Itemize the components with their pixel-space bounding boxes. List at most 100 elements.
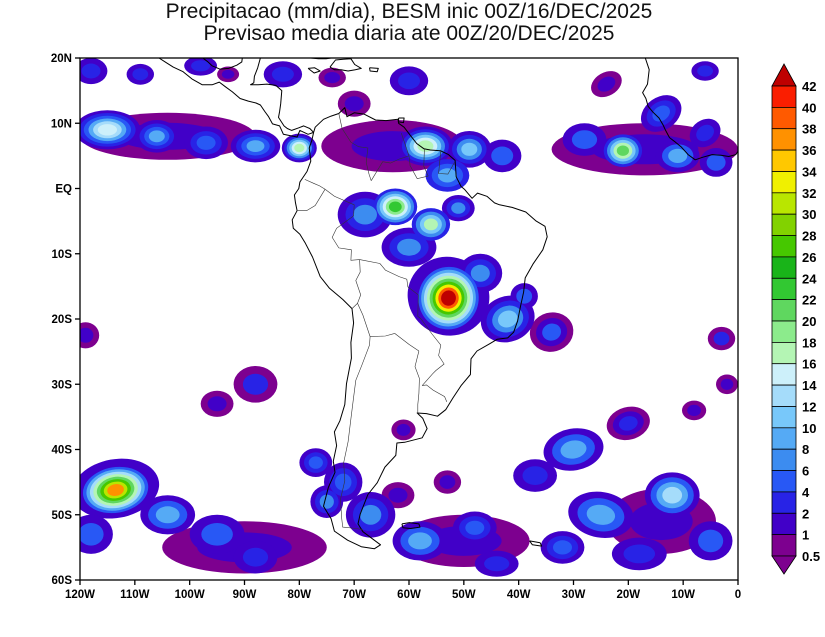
- precip-contour: [319, 494, 334, 509]
- precip-contour: [697, 65, 713, 77]
- colorbar-segment: [771, 406, 797, 429]
- precip-contour: [81, 63, 101, 79]
- precip-contour: [398, 72, 420, 90]
- precip-contour: [652, 105, 670, 122]
- precip-contour: [720, 378, 734, 390]
- country-border: [401, 132, 410, 156]
- precip-contour: [155, 506, 180, 524]
- country-border: [438, 150, 455, 175]
- coastline: [250, 58, 314, 133]
- precip-contour: [668, 148, 688, 163]
- x-axis-label: 40W: [507, 589, 531, 601]
- x-axis-label: 120W: [65, 589, 95, 601]
- colorbar-label: 26: [802, 250, 816, 265]
- precip-contour: [696, 124, 714, 142]
- colorbar-segment: [771, 128, 797, 151]
- colorbar-label: 2: [802, 506, 809, 521]
- precip-contour: [616, 145, 630, 156]
- colorbar-label: 18: [802, 335, 816, 350]
- colorbar-label: 32: [802, 186, 816, 201]
- country-border: [359, 259, 442, 356]
- colorbar-top-arrow: [771, 63, 797, 87]
- country-border: [324, 188, 360, 261]
- precip-contour: [560, 440, 587, 459]
- precip-contour: [597, 76, 616, 92]
- precip-contour: [396, 423, 411, 436]
- colorbar-bottom-arrow: [771, 555, 797, 575]
- precip-contour: [148, 130, 165, 143]
- precip-contour: [618, 416, 638, 431]
- country-border: [414, 350, 420, 414]
- precip-contour: [388, 487, 408, 503]
- y-axis-label: 10S: [52, 249, 73, 261]
- precip-contour: [196, 135, 216, 150]
- precip-contour: [397, 238, 421, 256]
- precip-contour: [359, 504, 382, 525]
- colorbar-label: 28: [802, 229, 816, 244]
- precip-contour: [516, 288, 533, 304]
- precip-contour: [437, 168, 457, 183]
- precip-contour: [713, 331, 730, 346]
- x-axis-label: 60W: [397, 589, 421, 601]
- x-axis-label: 30W: [562, 589, 586, 601]
- colorbar: 4240383634323028262422201816141210864210…: [771, 63, 820, 575]
- precip-contour: [408, 532, 432, 550]
- colorbar-label: 6: [802, 464, 809, 479]
- y-axis-label: 60S: [52, 575, 73, 587]
- colorbar-segment: [771, 107, 797, 130]
- precip-contour: [334, 473, 352, 491]
- y-axis-label: 50S: [52, 510, 73, 522]
- colorbar-segment: [771, 320, 797, 343]
- precip-contour: [439, 475, 456, 489]
- colorbar-segment: [771, 534, 797, 557]
- coastline: [398, 117, 405, 124]
- x-axis-label: 110W: [120, 589, 150, 601]
- precip-contour: [246, 140, 265, 153]
- precip-contour: [242, 547, 269, 567]
- country-border: [297, 189, 326, 211]
- colorbar-segment: [771, 512, 797, 536]
- precip-contour: [97, 124, 117, 136]
- colorbar-segment: [771, 448, 797, 472]
- country-border: [421, 355, 445, 386]
- coastline: [369, 67, 379, 73]
- precip-contour: [80, 327, 94, 343]
- precip-field: [80, 58, 738, 577]
- precip-contour: [417, 140, 434, 152]
- precip-contour: [221, 69, 235, 79]
- colorbar-segment: [771, 171, 797, 194]
- precip-contour: [571, 130, 598, 150]
- y-axis-label: EQ: [55, 184, 72, 196]
- colorbar-label: 42: [802, 79, 816, 94]
- precip-contour: [423, 218, 438, 231]
- precip-contour: [553, 540, 572, 555]
- y-axis-label: 20N: [51, 53, 72, 65]
- precip-contour: [242, 373, 269, 395]
- colorbar-segment: [771, 235, 797, 258]
- precip-contour: [207, 396, 227, 412]
- colorbar-segment: [771, 491, 797, 514]
- coastline: [307, 67, 321, 74]
- y-axis-label: 20S: [52, 314, 73, 326]
- coastline: [401, 522, 421, 529]
- coastline: [329, 58, 362, 72]
- colorbar-label: 14: [802, 378, 817, 393]
- colorbar-label: 10: [802, 421, 816, 436]
- country-border: [340, 303, 371, 531]
- precip-contour: [294, 143, 305, 153]
- colorbar-segment: [771, 85, 797, 108]
- colorbar-label: 38: [802, 122, 816, 137]
- country-border: [408, 155, 429, 180]
- precip-contour: [522, 466, 548, 485]
- colorbar-segment: [771, 341, 797, 365]
- colorbar-label: 8: [802, 442, 809, 457]
- country-border: [351, 259, 362, 309]
- colorbar-label: 24: [802, 271, 817, 286]
- country-border: [370, 333, 395, 337]
- colorbar-label: 36: [802, 143, 816, 158]
- precip-contour: [698, 529, 724, 553]
- colorbar-segment: [771, 213, 797, 236]
- colorbar-label: 20: [802, 314, 816, 329]
